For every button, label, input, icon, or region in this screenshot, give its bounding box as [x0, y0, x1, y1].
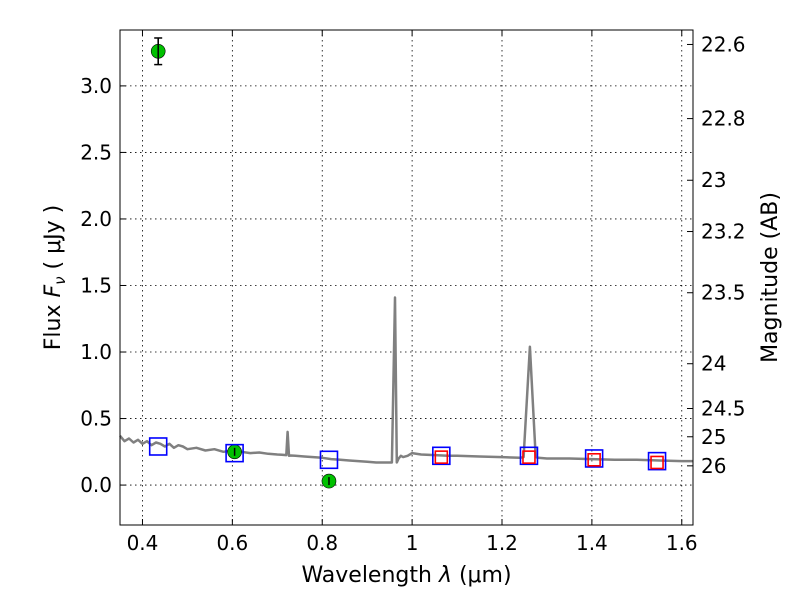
y2-tick-label: 22.6 [701, 32, 746, 56]
model-point-blue [225, 443, 244, 463]
model-point-blue [432, 446, 451, 466]
y-tick-label: 0.5 [80, 407, 112, 431]
y-tick-label: 2.0 [80, 207, 112, 231]
x-tick-label: 0.8 [306, 531, 338, 555]
y-axis-title-symbol: F [41, 284, 66, 297]
model-point-blue [148, 437, 168, 456]
model-point-blue [519, 446, 539, 466]
model-point-red [650, 455, 664, 470]
model-point-blue [319, 450, 339, 470]
x-tick-label: 1.4 [576, 531, 608, 555]
y2-tick-label: 23.5 [701, 281, 746, 305]
y-axis-title-subscript: ν [51, 276, 69, 284]
y-tick-label: 0.0 [80, 473, 112, 497]
y-tick-label: 1.0 [80, 340, 112, 364]
model-point-red [434, 450, 449, 464]
y-tick-label: 1.5 [80, 273, 112, 297]
x-tick-label: 1.6 [666, 531, 698, 555]
y-axis-title-prefix: Flux [41, 297, 66, 350]
y2-tick-label: 25 [701, 425, 726, 449]
model-point-blue [584, 449, 604, 468]
tick-layer: 0.4 0.6 0.8 1 1.2 1.4 1.6 0.0 0.5 1.0 1.5 2.0 2.5 3.0… [80, 30, 746, 555]
x-tick-label: 0.4 [127, 531, 159, 555]
y2-tick-label: 22.8 [701, 107, 746, 131]
grid-layer [120, 30, 693, 525]
x-tick-label: 0.6 [216, 531, 248, 555]
model-point-red [522, 450, 536, 464]
y2-tick-label: 26 [701, 454, 726, 478]
x-tick-label: 1 [406, 531, 419, 555]
x-axis-title-prefix: Wavelength [301, 563, 439, 588]
y-axis-title: Flux Fν ( μJy ) [41, 205, 69, 350]
y-tick-label: 2.5 [80, 140, 112, 164]
y2-tick-label: 24 [701, 352, 726, 376]
y-axis-title-suffix: ( μJy ) [41, 205, 66, 277]
series-layer [119, 37, 693, 489]
x-axis-title-suffix: (μm) [452, 563, 512, 588]
y2-axis-title: Magnitude (AB) [758, 192, 783, 363]
model-point-red [587, 452, 601, 467]
plot-frame [119, 29, 694, 526]
x-axis-title-symbol: λ [438, 563, 452, 588]
x-axis-title: Wavelength λ (μm) [301, 563, 511, 588]
x-tick-label: 1.2 [486, 531, 518, 555]
y-tick-label: 3.0 [80, 74, 112, 98]
spectrum-line [119, 296, 693, 464]
model-point-blue [647, 451, 667, 471]
y2-tick-label: 24.5 [701, 397, 746, 421]
y2-tick-label: 23 [701, 168, 726, 192]
y2-tick-label: 23.2 [701, 220, 746, 244]
